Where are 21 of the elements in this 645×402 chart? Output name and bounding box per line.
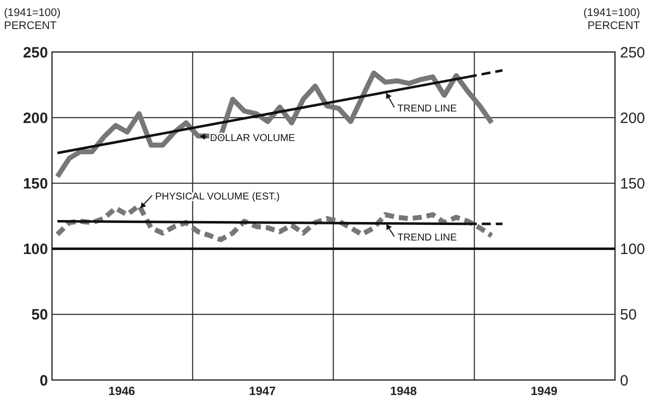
- annotation: DOLLAR VOLUME: [210, 132, 296, 144]
- y-tick-label: 150: [22, 175, 48, 192]
- y-tick-label: 0: [40, 372, 48, 390]
- y-tick-label: 50: [31, 306, 48, 324]
- y2-axis-title: (1941=100) PERCENT: [583, 7, 640, 32]
- y2-tick-label: 150: [620, 175, 645, 192]
- x-tick-label: 1946: [108, 384, 136, 398]
- x-tick-label: 1949: [530, 384, 558, 398]
- annotation: TREND LINE: [397, 232, 458, 244]
- y2-tick-label: 50: [620, 306, 637, 324]
- y2-tick-label: 0: [620, 372, 628, 390]
- y-tick-label: 100: [22, 241, 48, 258]
- x-tick-label: 1947: [249, 384, 276, 398]
- y-tick-label: 250: [22, 44, 48, 62]
- y2-tick-label: 200: [620, 110, 645, 127]
- y-tick-label: 200: [22, 110, 48, 127]
- y2-tick-label: 100: [620, 241, 645, 258]
- annotation: TREND LINE: [397, 103, 458, 114]
- x-tick-label: 1948: [390, 384, 418, 398]
- y-axis-title: (1941=100) PERCENT: [4, 7, 61, 32]
- y2-tick-label: 250: [620, 44, 645, 62]
